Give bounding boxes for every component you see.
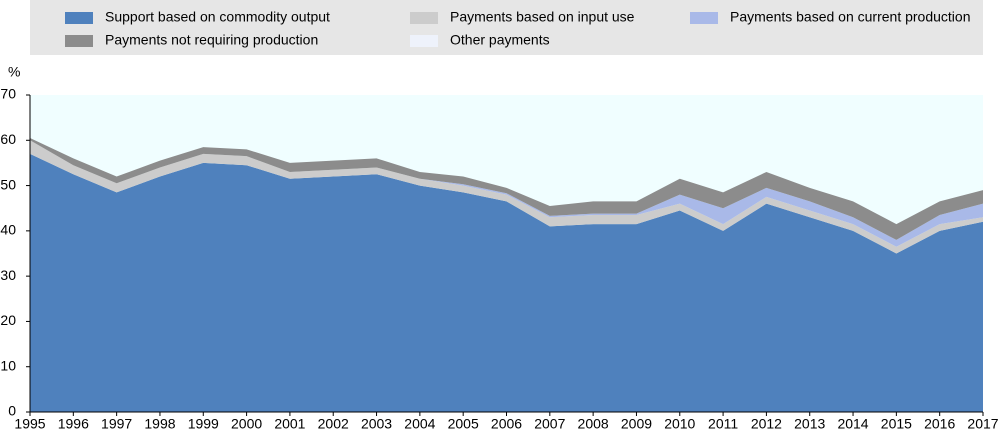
legend-swatch [690, 12, 718, 24]
y-tick-label: 10 [0, 357, 16, 373]
x-tick-label: 2009 [621, 416, 652, 432]
y-tick-label: 70 [0, 86, 16, 102]
x-tick-label: 2010 [664, 416, 695, 432]
legend: Support based on commodity output Payment… [65, 9, 970, 48]
x-tick-label: 2011 [708, 416, 738, 432]
x-tick-label: 2004 [404, 416, 435, 432]
legend-label: Payments not requiring production [105, 32, 318, 48]
y-tick-label: 20 [0, 312, 16, 328]
x-tick-label: 2016 [924, 416, 955, 432]
y-tick-label: 60 [0, 131, 16, 147]
legend-swatch [65, 12, 93, 24]
legend-swatch [410, 35, 438, 47]
x-tick-label: 2008 [578, 416, 609, 432]
legend-label: Payments based on current production [730, 9, 970, 25]
legend-label: Support based on commodity output [105, 9, 330, 25]
x-tick-label: 2017 [967, 416, 998, 432]
y-tick-label: 50 [0, 176, 16, 192]
x-tick-label: 2013 [794, 416, 825, 432]
x-tick-label: 2007 [534, 416, 565, 432]
area [30, 153, 983, 412]
legend-background [30, 0, 983, 55]
area [30, 138, 983, 240]
legend-swatch [410, 12, 438, 24]
x-tick-label: 1995 [14, 416, 45, 432]
y-axis-label: % [8, 64, 20, 80]
x-tick-label: 2012 [751, 416, 782, 432]
legend-label: Payments based on input use [450, 9, 635, 25]
area [30, 140, 983, 247]
x-tick-label: 2001 [274, 416, 305, 432]
y-tick-label: 40 [0, 222, 16, 238]
area [30, 140, 983, 254]
y-tick-label: 30 [0, 267, 16, 283]
x-tick-label: 2005 [448, 416, 479, 432]
x-tick-label: 2002 [318, 416, 349, 432]
x-tick-label: 1997 [101, 416, 132, 432]
x-tick-label: 2000 [231, 416, 262, 432]
legend-label: Other payments [450, 32, 550, 48]
x-tick-label: 2015 [881, 416, 912, 432]
x-tick-label: 2003 [361, 416, 392, 432]
x-tick-label: 1996 [58, 416, 89, 432]
legend-swatch [65, 35, 93, 47]
y-tick-label: 0 [8, 403, 16, 419]
x-tick-label: 2014 [837, 416, 868, 432]
x-tick-label: 1999 [188, 416, 219, 432]
x-tick-label: 1998 [144, 416, 175, 432]
x-tick-label: 2006 [491, 416, 522, 432]
